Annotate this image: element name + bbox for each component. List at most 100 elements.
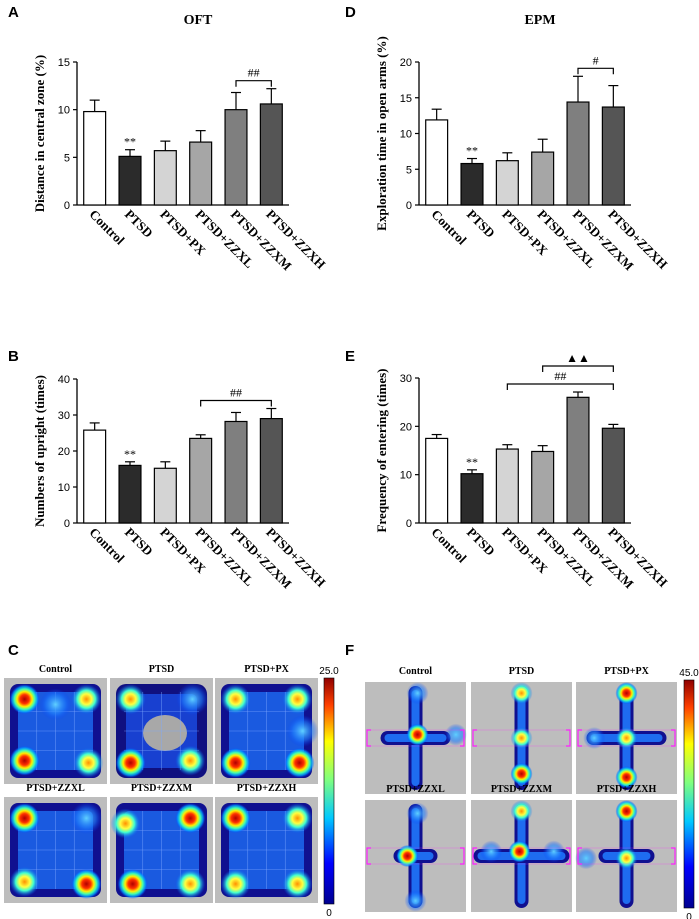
heat-spot: [220, 803, 251, 834]
y-axis-label: Distance in central zone (%): [32, 55, 47, 212]
heatmap-tile-epm: [575, 800, 677, 912]
bar-ptsd-zzxm: [224, 109, 248, 206]
y-tick-label: 20: [58, 446, 70, 458]
y-tick-label: 15: [400, 93, 412, 105]
heat-spot: [73, 747, 104, 778]
bar-ptsd-zzxm: [566, 396, 590, 524]
bar-chart-epm-entering-frequency: 0 10 20 30 Frequency of entering (times) Cont…: [374, 351, 671, 591]
heat-spot: [115, 747, 146, 778]
colorbar: [323, 677, 335, 905]
y-tick-label: 10: [58, 482, 70, 494]
heat-spot: [510, 682, 533, 705]
heat-spot: [220, 747, 251, 778]
panel-label-e: E: [345, 348, 355, 365]
significance-marker: **: [466, 455, 478, 469]
colorbar-max-label: 45.0: [679, 668, 699, 679]
panel-title-epm: EPM: [524, 13, 555, 28]
heatmap-tile-epm: [365, 800, 466, 912]
bar-ptsd: [460, 162, 484, 206]
significance-bracket: [506, 383, 614, 391]
heat-spot: [396, 845, 419, 867]
heatmap-label: PTSD+ZZXL: [26, 783, 85, 794]
y-tick-label: 20: [400, 57, 412, 69]
bar-ptsd-zzxh: [259, 418, 283, 524]
heat-spot: [510, 727, 533, 749]
heatmap-tile-oft: [4, 678, 107, 784]
category-label: Control: [429, 207, 470, 248]
significance-bracket: [235, 80, 272, 87]
heat-spot: [39, 688, 72, 721]
heatmap-label: PTSD+PX: [244, 664, 289, 675]
y-axis-label: Exploration time in open arms (%): [374, 36, 389, 231]
heatmap-label: Control: [399, 666, 432, 677]
heatmap-label: PTSD+PX: [604, 666, 649, 677]
heatmap-tile-epm: [471, 800, 572, 912]
heat-spot: [9, 803, 40, 834]
y-axis-label: Frequency of entering (times): [374, 368, 389, 532]
heatmap-label: PTSD: [149, 664, 175, 675]
arena-unvisited-zone: [143, 715, 187, 751]
heatmap-tile-oft: [215, 678, 319, 784]
bar-ptsd-zzxm: [566, 101, 590, 206]
heat-spot: [615, 766, 638, 789]
heatmap-tile-epm: [365, 682, 467, 794]
bar-ptsd-zzxh: [601, 427, 625, 524]
heat-spot: [444, 723, 467, 746]
heatmap-label: PTSD: [509, 666, 535, 677]
heatmap-grid-epm: Control PTSD PTSD+PX PTSD+ZZXL PTSD+ZZXM PTSD…: [365, 666, 699, 919]
bar-ptsd-px: [495, 448, 519, 524]
heat-spot: [9, 745, 40, 776]
heat-spot: [117, 868, 148, 899]
heat-spot: [115, 684, 146, 715]
heatmap-tile-epm: [471, 682, 572, 794]
panel-label-d: D: [345, 4, 356, 21]
bar-control: [425, 119, 449, 206]
significance-marker: **: [124, 135, 136, 149]
panel-label-c: C: [8, 642, 19, 659]
category-label: Control: [87, 207, 128, 248]
heat-spot: [404, 889, 427, 912]
heat-spot: [175, 803, 206, 834]
heat-spot: [615, 847, 638, 870]
y-tick-label: 10: [400, 470, 412, 482]
heat-spot: [71, 684, 102, 715]
heatmap-label: PTSD+ZZXH: [237, 783, 297, 794]
heat-spot: [615, 682, 638, 705]
bracket-label: ##: [230, 386, 242, 400]
bar-chart-epm-open-arms-time: 0 5 10 15 20 Exploration time in open arms (%…: [374, 36, 671, 273]
y-axis-label: Numbers of upright (times): [32, 375, 47, 527]
bar-chart-oft-distance: 0 5 10 15 Distance in central zone (%) Contro…: [32, 55, 329, 274]
bracket-label: #: [593, 53, 599, 67]
bar-control: [83, 110, 107, 206]
bar-ptsd-px: [153, 150, 177, 206]
colorbar-min-label: 0: [686, 912, 692, 919]
heatmap-label: PTSD+ZZXL: [386, 784, 445, 795]
y-tick-label: 15: [58, 57, 70, 69]
heat-spot: [406, 682, 429, 705]
significance-bracket: [542, 365, 614, 373]
bar-ptsd-zzxm: [224, 420, 248, 524]
bar-ptsd-zzxl: [531, 450, 555, 524]
heatmap-label: PTSD+ZZXM: [131, 783, 193, 794]
y-tick-label: 20: [400, 421, 412, 433]
heat-spot: [406, 723, 429, 746]
heat-spot: [175, 868, 206, 899]
heat-spot: [510, 800, 533, 823]
bar-ptsd-px: [153, 467, 177, 524]
heatmap-grid-oft: Control PTSD PTSD+PX PTSD+ZZXL PTSD+ZZXM PTSD…: [4, 664, 339, 919]
colorbar-max-label: 25.0: [319, 666, 339, 677]
y-tick-label: 30: [400, 373, 412, 385]
y-tick-label: 40: [58, 374, 70, 386]
y-tick-label: 5: [64, 152, 70, 164]
bracket-label: ##: [554, 369, 566, 383]
heatmap-label: PTSD+ZZXH: [597, 784, 657, 795]
heatmap-tile-oft: [4, 797, 107, 903]
heatmap-label: Control: [39, 664, 72, 675]
panel-title-oft: OFT: [184, 13, 213, 28]
significance-marker: **: [466, 144, 478, 158]
heat-spot: [583, 727, 606, 749]
bar-chart-oft-upright: 0 10 20 30 40 Numbers of upright (times) Contr…: [32, 374, 329, 591]
y-tick-label: 0: [406, 200, 412, 212]
y-tick-label: 10: [400, 129, 412, 141]
bar-ptsd-zzxh: [259, 103, 283, 206]
